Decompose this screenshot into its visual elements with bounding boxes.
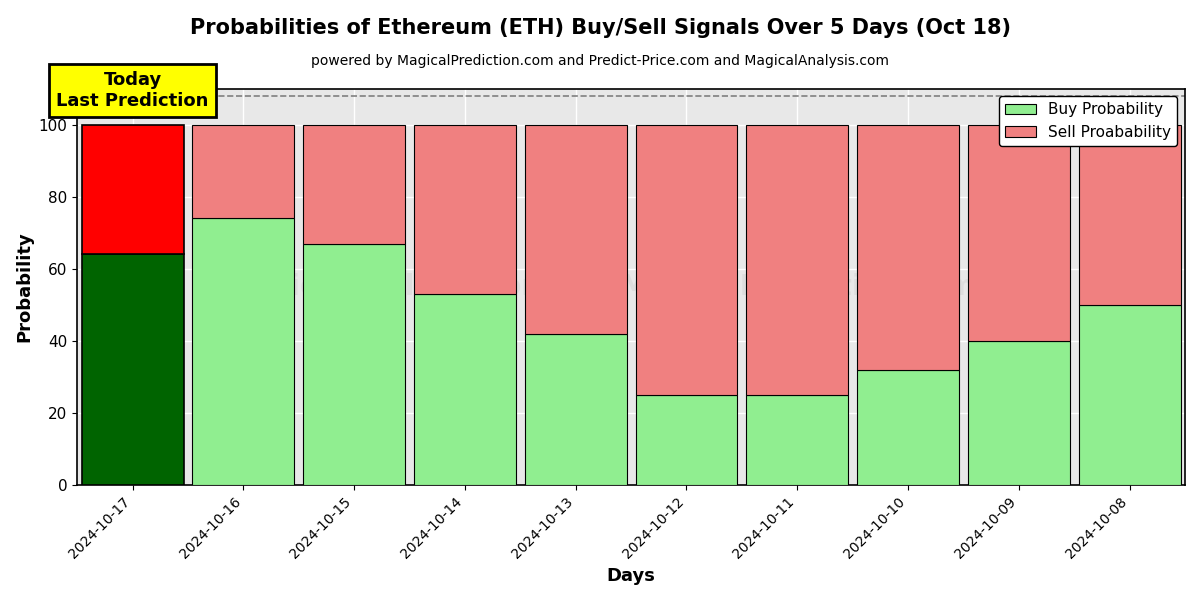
Bar [968,125,1069,341]
Bar [192,218,294,485]
Text: Probabilities of Ethereum (ETH) Buy/Sell Signals Over 5 Days (Oct 18): Probabilities of Ethereum (ETH) Buy/Sell… [190,18,1010,38]
Bar [636,395,738,485]
Text: MagicalAnalysis.com: MagicalAnalysis.com [224,273,551,301]
Bar [524,334,626,485]
Bar [857,370,959,485]
Text: MagicalPrediction.com: MagicalPrediction.com [619,273,976,301]
Text: powered by MagicalPrediction.com and Predict-Price.com and MagicalAnalysis.com: powered by MagicalPrediction.com and Pre… [311,54,889,68]
X-axis label: Days: Days [607,567,655,585]
Bar [82,125,184,254]
Y-axis label: Probability: Probability [14,232,32,342]
Bar [82,254,184,485]
Bar [304,125,406,244]
Legend: Buy Probability, Sell Proabability: Buy Probability, Sell Proabability [1000,96,1177,146]
Bar [746,125,848,395]
Bar [857,125,959,370]
Bar [746,395,848,485]
Bar [524,125,626,334]
Bar [1079,125,1181,305]
Bar [192,125,294,218]
Bar [414,125,516,294]
Bar [304,244,406,485]
Text: Today
Last Prediction: Today Last Prediction [56,71,209,110]
Bar [1079,305,1181,485]
Bar [414,294,516,485]
Bar [636,125,738,395]
Bar [968,341,1069,485]
